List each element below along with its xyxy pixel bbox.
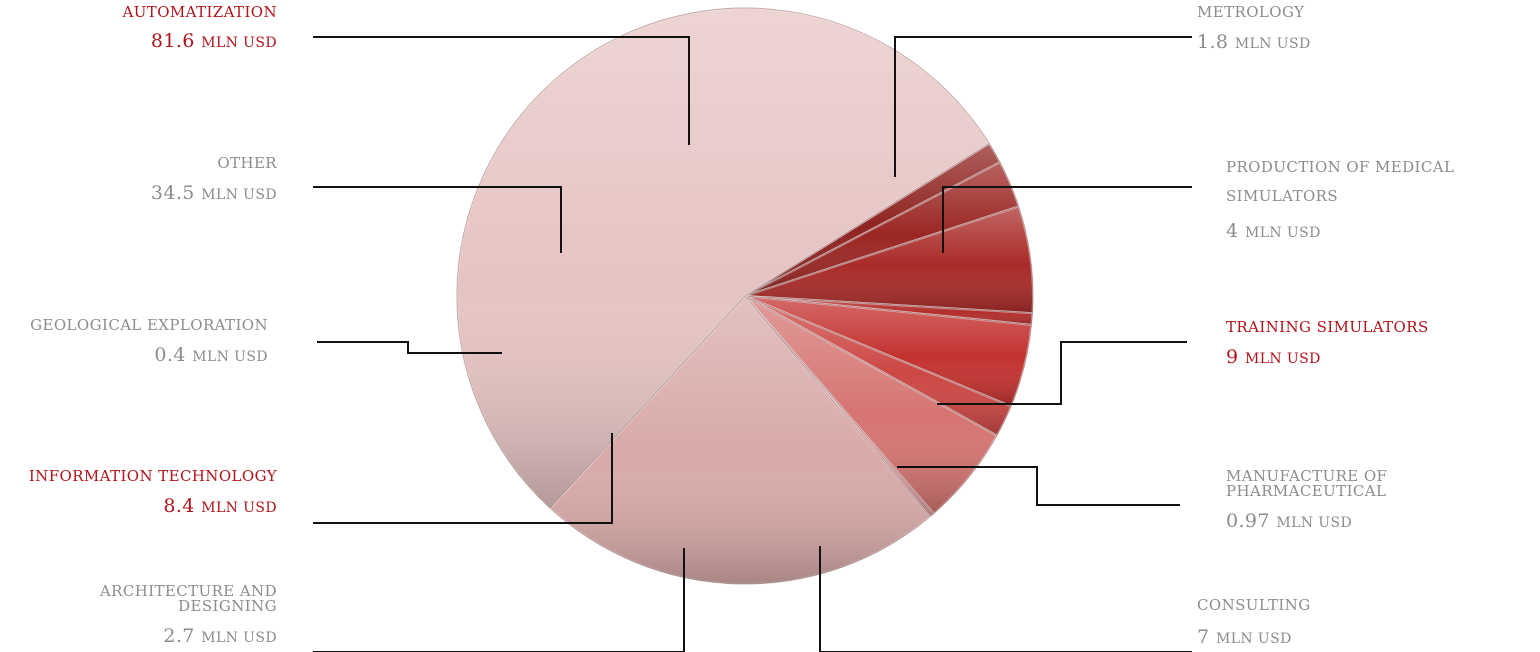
label-consulting-value: 7: [1197, 626, 1210, 648]
label-other-unit: MLN USD: [201, 187, 277, 203]
label-medical-unit: MLN USD: [1244, 225, 1321, 241]
label-consulting: CONSULTING 7 MLN USD: [1197, 598, 1311, 647]
label-metrology: METROLOGY 1.8 MLN USD: [1197, 5, 1311, 52]
label-consulting-unit: MLN USD: [1215, 631, 1292, 647]
label-geology-value: 0.4: [154, 344, 186, 366]
label-automatization-value: 81.6: [150, 30, 195, 52]
label-other: OTHER 34.5 MLN USD: [151, 156, 277, 203]
label-medical-name-line1: PRODUCTION OF MEDICAL: [1226, 158, 1455, 176]
leader-line-it: [313, 433, 613, 524]
label-medical: PRODUCTION OF MEDICAL SIMULATORS 4 MLN U…: [1226, 160, 1454, 241]
label-pharma-unit: MLN USD: [1276, 515, 1353, 531]
leader-line-metrology: [894, 36, 1192, 177]
label-medical-value: 4: [1226, 220, 1239, 242]
label-consulting-name: CONSULTING: [1197, 596, 1311, 614]
label-it: INFORMATION TECHNOLOGY 8.4 MLN USD: [29, 469, 277, 516]
label-training-value: 9: [1226, 346, 1239, 368]
leader-line-pharma: [897, 466, 1180, 506]
leader-line-training: [937, 341, 1187, 405]
label-metrology-value: 1.8: [1197, 31, 1229, 53]
label-geology: GEOLOGICAL EXPLORATION 0.4 MLN USD: [30, 318, 268, 365]
leader-line-geology: [317, 341, 502, 354]
label-pharma-value: 0.97: [1226, 510, 1270, 532]
label-architecture-name: ARCHITECTURE AND DESIGNING: [99, 582, 277, 615]
label-architecture-value: 2.7: [163, 625, 195, 647]
leader-line-medical: [942, 186, 1192, 253]
leader-line-automatization: [313, 36, 690, 145]
label-geology-name: GEOLOGICAL EXPLORATION: [30, 316, 268, 334]
label-training-name: TRAINING SIMULATORS: [1226, 318, 1429, 336]
label-metrology-unit: MLN USD: [1234, 36, 1311, 52]
label-architecture-unit: MLN USD: [201, 630, 277, 646]
label-architecture: ARCHITECTURE AND DESIGNING 2.7 MLN USD: [0, 584, 277, 646]
slice-automatization-shading: [456, 7, 990, 509]
label-metrology-name: METROLOGY: [1197, 3, 1305, 21]
label-other-name: OTHER: [217, 154, 277, 172]
label-medical-name-line2: SIMULATORS: [1226, 187, 1339, 205]
label-automatization-name: AUTOMATIZATION: [122, 3, 277, 21]
label-geology-unit: MLN USD: [192, 349, 268, 365]
label-pharma-name: MANUFACTURE OF PHARMACEUTICAL: [1226, 467, 1388, 500]
leader-line-consulting: [819, 546, 1192, 652]
leader-line-architecture: [313, 548, 685, 652]
label-pharma: MANUFACTURE OF PHARMACEUTICAL 0.97 MLN U…: [1226, 469, 1540, 531]
slice-other-shading: [549, 295, 931, 585]
leader-line-other: [313, 186, 562, 253]
label-it-value: 8.4: [163, 495, 195, 517]
label-it-unit: MLN USD: [201, 500, 277, 516]
label-training: TRAINING SIMULATORS 9 MLN USD: [1226, 320, 1429, 367]
label-other-value: 34.5: [150, 182, 195, 204]
label-it-name: INFORMATION TECHNOLOGY: [28, 467, 277, 485]
label-automatization: AUTOMATIZATION 81.6 MLN USD: [123, 5, 277, 51]
label-automatization-unit: MLN USD: [201, 35, 277, 51]
label-training-unit: MLN USD: [1244, 351, 1321, 367]
